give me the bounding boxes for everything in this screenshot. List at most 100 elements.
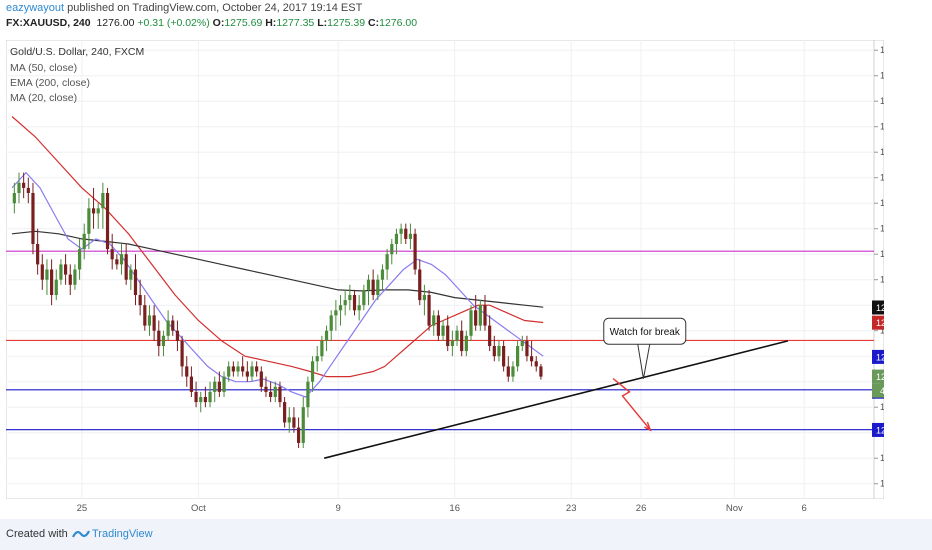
candle xyxy=(115,254,119,270)
candle xyxy=(506,356,510,382)
candle-body xyxy=(36,244,40,265)
candle-body xyxy=(352,295,357,311)
publish-info: published on TradingView.com, October 24… xyxy=(67,2,363,14)
candle xyxy=(152,305,156,341)
candle xyxy=(399,223,403,244)
created-with-text: Created with xyxy=(6,528,68,540)
candle xyxy=(245,361,249,382)
legend-ema200[interactable]: EMA (200, close) xyxy=(10,77,90,89)
price-chart[interactable]: Watch for break 1255.001260.001265.00127… xyxy=(6,40,884,499)
candle-body xyxy=(306,381,310,408)
candle xyxy=(338,295,343,326)
candle-body xyxy=(77,249,82,270)
candle-body xyxy=(310,361,315,382)
support-trendline[interactable] xyxy=(324,340,789,459)
candle-body xyxy=(241,366,245,372)
tradingview-brand[interactable]: TradingView xyxy=(92,528,153,540)
candle-body xyxy=(441,325,445,336)
forecast-arrow[interactable] xyxy=(612,378,651,431)
candle xyxy=(101,182,105,229)
price-tag-text: 1286.57 xyxy=(876,318,884,328)
time-tick-label: Nov xyxy=(726,503,743,514)
candle-body xyxy=(320,340,324,357)
candle-body xyxy=(40,264,44,280)
candle-body xyxy=(50,269,54,295)
candle-body xyxy=(338,305,343,311)
candle-body xyxy=(488,325,492,346)
candle xyxy=(213,376,217,403)
candle-body xyxy=(502,346,506,367)
candle xyxy=(511,361,515,382)
candle-body xyxy=(87,208,91,234)
candle xyxy=(287,407,291,433)
candle xyxy=(91,187,96,229)
candle-body xyxy=(143,305,147,326)
candle xyxy=(525,335,529,362)
chart-border xyxy=(6,40,884,499)
price-change: +0.31 (+0.02%) xyxy=(137,17,210,29)
low-label: L: xyxy=(317,17,328,29)
author-link[interactable]: eazywayout xyxy=(6,2,65,14)
candle xyxy=(77,238,82,280)
candle-body xyxy=(26,187,30,193)
candle xyxy=(390,238,394,265)
candle-body xyxy=(474,310,478,326)
callout-box[interactable] xyxy=(603,317,687,345)
candle xyxy=(17,172,21,204)
candles xyxy=(12,172,543,448)
candle-body xyxy=(497,346,501,357)
candle-body xyxy=(138,295,142,306)
candle xyxy=(436,310,440,341)
candle-body xyxy=(17,182,21,193)
candle-body xyxy=(119,254,124,265)
candle-body xyxy=(357,305,361,311)
price-tick-label: 1305.00 xyxy=(880,224,884,234)
candle-body xyxy=(483,305,487,326)
candle-body xyxy=(269,391,273,397)
candle-body xyxy=(171,320,175,331)
candle-body xyxy=(185,366,189,377)
candle xyxy=(26,177,30,204)
time-axis[interactable]: 25Oct9162326Nov613 xyxy=(6,499,884,519)
price-tick-label: 1340.00 xyxy=(880,45,884,55)
candle xyxy=(516,340,520,372)
candle xyxy=(408,223,413,250)
candle-body xyxy=(385,254,389,270)
legend-ma20[interactable]: MA (20, close) xyxy=(10,92,77,104)
candle-body xyxy=(213,381,217,392)
candle-body xyxy=(63,264,68,275)
price-tag: 1286.57 xyxy=(872,315,884,330)
candle xyxy=(394,228,399,255)
candle xyxy=(87,198,91,250)
price-tag: 1289.55 xyxy=(872,300,884,315)
candle-body xyxy=(208,391,212,403)
countdown-tag-bg xyxy=(872,383,884,398)
candle xyxy=(352,289,357,316)
candle xyxy=(413,228,417,275)
candle-body xyxy=(96,208,100,214)
candle-body xyxy=(460,330,464,352)
drawings: Watch for break xyxy=(324,317,789,459)
candle xyxy=(241,356,245,377)
price-tag-bg xyxy=(872,349,884,364)
legend-ma50[interactable]: MA (50, close) xyxy=(10,62,77,74)
low-value: 1275.39 xyxy=(327,17,366,29)
candle xyxy=(73,264,77,290)
candle xyxy=(474,295,478,331)
candle xyxy=(376,274,380,301)
candle-body xyxy=(194,391,198,403)
indicator-lines xyxy=(11,116,544,398)
candle xyxy=(171,315,175,336)
candle-body xyxy=(217,381,221,392)
candle-body xyxy=(273,386,277,397)
candle xyxy=(36,228,40,275)
candle-body xyxy=(68,274,72,285)
candle xyxy=(199,391,203,413)
candle xyxy=(124,244,128,285)
candle-body xyxy=(231,366,235,372)
high-value: 1277.35 xyxy=(276,17,315,29)
price-tick-label: 1320.00 xyxy=(880,147,884,157)
candle xyxy=(380,264,385,290)
candle xyxy=(157,320,161,357)
candle xyxy=(441,320,445,341)
